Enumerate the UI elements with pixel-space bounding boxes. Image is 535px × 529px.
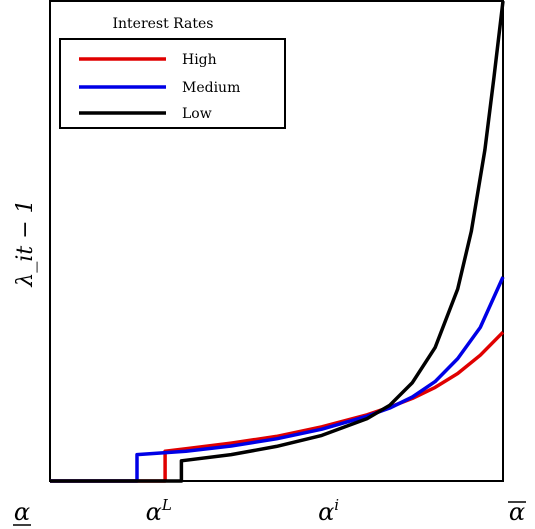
x-tick-text-0: α [14,498,30,526]
x-tick-text-3: α [509,498,525,526]
legend-title: Interest Rates [112,16,213,32]
legend-label-high: High [182,52,217,68]
x-tick-label-3: α [508,498,526,526]
legend: Interest Rates High Medium Low [59,16,286,129]
legend-label-low: Low [182,106,212,122]
x-tick-text-1: αL [146,496,172,526]
x-tick-label-1: αL [146,496,172,526]
x-tick-label-2: αi [318,496,339,526]
series-layer [50,0,505,483]
plot-frame [49,0,504,482]
x-tick-text-2: αi [318,496,339,526]
legend-label-medium: Medium [182,80,240,96]
y-axis-label: λ_it − 1 [13,199,38,287]
x-tick-label-0: α [13,498,31,526]
series-line-low [50,0,505,483]
series-line-high [50,330,505,483]
x-tick-labels: α αL αi α [13,496,526,526]
series-line-medium [50,276,505,483]
